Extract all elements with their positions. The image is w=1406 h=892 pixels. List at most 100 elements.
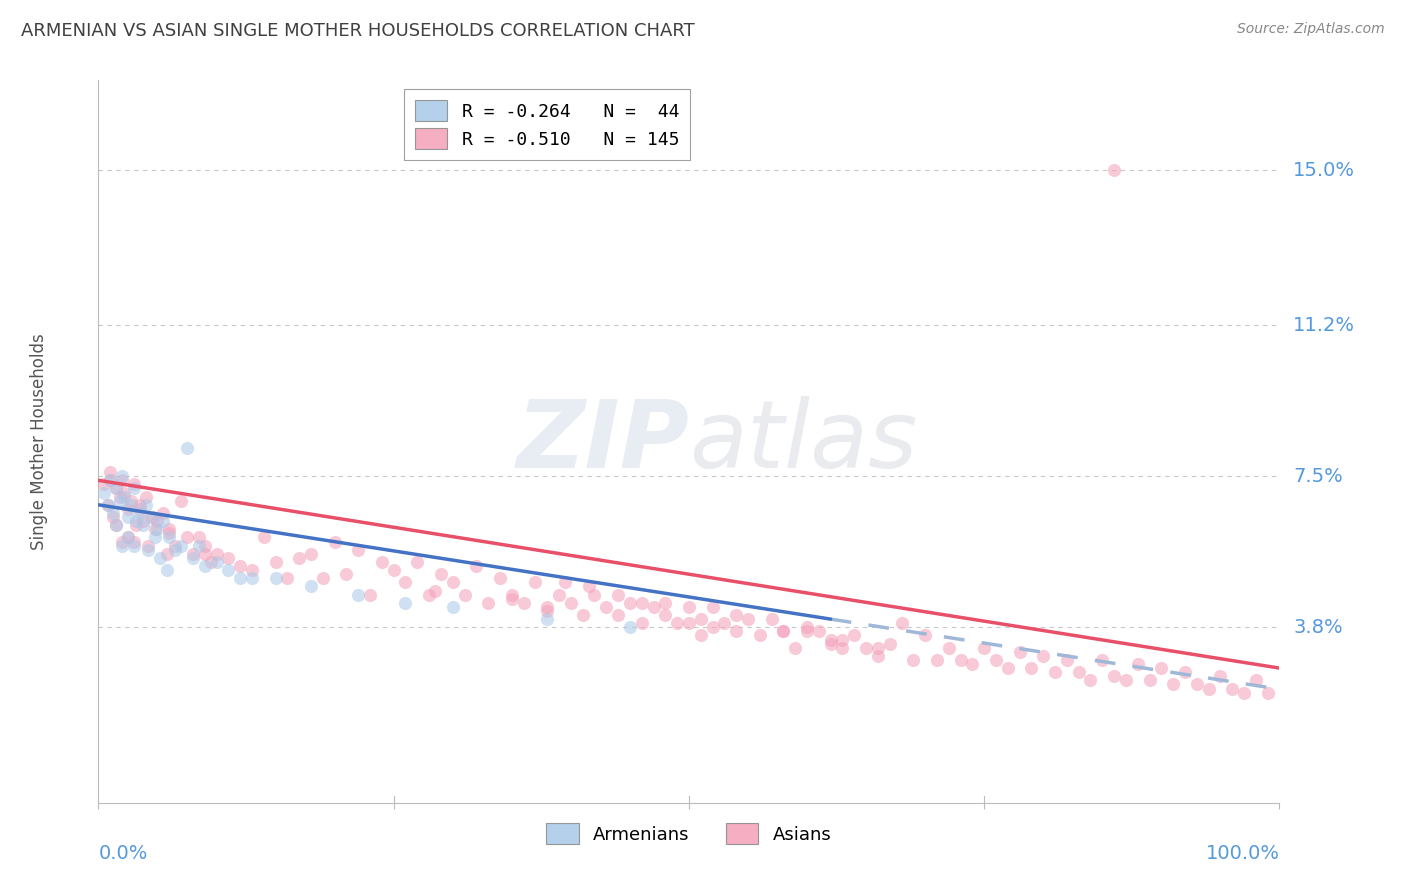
Point (253, 531, 276, 545)
Point (371, 555, 394, 569)
Point (347, 588, 370, 602)
Point (93, 477, 115, 491)
Text: 3.8%: 3.8% (1294, 618, 1343, 637)
Point (536, 612, 558, 626)
Text: atlas: atlas (689, 396, 917, 487)
Point (831, 640, 853, 655)
Point (165, 539, 187, 553)
Point (630, 596, 652, 610)
Point (141, 510, 163, 524)
Point (1209, 669, 1232, 683)
Point (117, 531, 139, 545)
Point (678, 616, 700, 631)
Point (93, 485, 115, 500)
Point (654, 607, 676, 622)
Point (536, 599, 558, 614)
Point (406, 555, 429, 569)
Point (512, 596, 534, 610)
Point (98, 473, 121, 487)
Point (737, 612, 759, 626)
Point (962, 657, 984, 671)
Point (157, 531, 180, 545)
Point (418, 588, 440, 602)
Point (689, 628, 711, 642)
Point (97, 498, 120, 512)
Point (583, 588, 606, 602)
Point (1244, 673, 1267, 688)
Point (1150, 661, 1173, 675)
Point (578, 579, 600, 593)
Point (866, 648, 889, 663)
Point (1056, 653, 1078, 667)
Point (217, 550, 239, 565)
Point (949, 653, 972, 667)
Point (453, 588, 475, 602)
Point (101, 506, 124, 520)
Point (146, 514, 169, 528)
Point (200, 555, 222, 569)
Point (149, 550, 172, 565)
Point (111, 539, 134, 553)
Point (831, 632, 853, 647)
Point (194, 539, 217, 553)
Point (997, 661, 1019, 675)
Point (1185, 677, 1208, 691)
Point (796, 624, 818, 639)
Point (441, 575, 464, 590)
Point (702, 620, 724, 634)
Point (194, 559, 217, 574)
Point (772, 624, 794, 639)
Point (205, 547, 228, 561)
Point (536, 604, 558, 618)
Point (772, 624, 794, 639)
Point (121, 493, 143, 508)
Point (571, 607, 593, 622)
Point (122, 482, 145, 496)
Point (112, 490, 135, 504)
Point (607, 588, 630, 602)
Point (128, 502, 150, 516)
Point (607, 607, 630, 622)
Point (477, 596, 499, 610)
Point (548, 588, 571, 602)
Point (394, 575, 416, 590)
Point (678, 599, 700, 614)
Point (666, 616, 689, 631)
Point (654, 596, 676, 610)
Point (785, 640, 807, 655)
Point (187, 539, 209, 553)
Point (125, 518, 148, 533)
Point (176, 531, 198, 545)
Point (122, 534, 145, 549)
Point (619, 620, 641, 634)
Point (276, 571, 298, 585)
Point (761, 612, 783, 626)
Point (914, 628, 936, 642)
Point (595, 599, 617, 614)
Point (796, 620, 818, 634)
Point (194, 547, 217, 561)
Point (101, 510, 124, 524)
Point (382, 563, 405, 577)
Point (430, 567, 453, 582)
Point (156, 547, 179, 561)
Point (98, 473, 121, 487)
Point (229, 559, 252, 574)
Text: ARMENIAN VS ASIAN SINGLE MOTHER HOUSEHOLDS CORRELATION CHART: ARMENIAN VS ASIAN SINGLE MOTHER HOUSEHOL… (21, 22, 695, 40)
Point (264, 555, 287, 569)
Point (176, 441, 198, 455)
Point (323, 534, 346, 549)
Point (820, 637, 842, 651)
Point (1102, 163, 1125, 178)
Point (143, 522, 166, 536)
Point (1257, 685, 1279, 699)
Point (122, 477, 145, 491)
Point (925, 653, 948, 667)
Point (165, 542, 187, 557)
Point (1032, 648, 1054, 663)
Point (1043, 665, 1066, 680)
Point (135, 498, 157, 512)
Point (128, 506, 150, 520)
Point (890, 616, 912, 631)
Point (713, 616, 735, 631)
